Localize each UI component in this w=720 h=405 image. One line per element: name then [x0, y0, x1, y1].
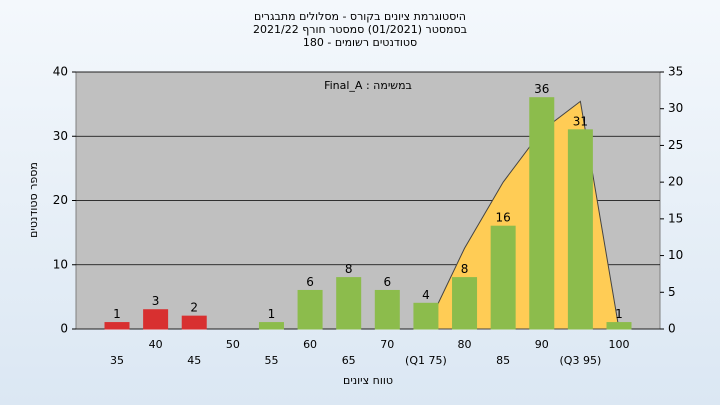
- x-tick-label: 45: [187, 354, 201, 367]
- bar: [297, 289, 323, 330]
- x-tick-label: 85: [496, 354, 510, 367]
- y-tick-label: 40: [53, 65, 68, 79]
- value-label: 31: [573, 114, 588, 128]
- y-tick-label: 30: [53, 129, 68, 143]
- annotation: Final_A : במשימה: [324, 79, 412, 92]
- y2-tick-label: 25: [668, 138, 683, 152]
- value-label: 3: [152, 294, 160, 308]
- value-label: 2: [190, 301, 198, 315]
- value-label: 8: [345, 262, 353, 276]
- y2-tick-label: 30: [668, 101, 683, 115]
- chart-title: היסטוגרמת ציונים בקורס - מסלולים מתבגרים: [254, 10, 466, 23]
- bar: [258, 322, 284, 330]
- value-label: 4: [422, 288, 430, 302]
- value-label: 1: [113, 307, 121, 321]
- value-label: 16: [496, 211, 511, 225]
- bar: [181, 315, 207, 330]
- x-tick-label: 55: [264, 354, 278, 367]
- bar: [452, 277, 478, 330]
- bar: [336, 277, 362, 330]
- x-tick-label: 90: [535, 338, 549, 351]
- x-tick-label: 40: [149, 338, 163, 351]
- x-axis-label: טווח ציונים: [343, 374, 393, 387]
- value-label: 8: [461, 262, 469, 276]
- x-tick-label: 35: [110, 354, 124, 367]
- x-tick-label: 50: [226, 338, 240, 351]
- value-label: 1: [615, 307, 623, 321]
- y2-tick-label: 10: [668, 248, 683, 262]
- bar: [413, 302, 439, 330]
- x-tick-label: (Q3 95): [560, 354, 602, 367]
- x-tick-label: 80: [458, 338, 472, 351]
- value-label: 36: [534, 82, 549, 96]
- bar: [104, 322, 130, 330]
- y2-tick-label: 35: [668, 65, 683, 79]
- bar: [490, 225, 516, 330]
- x-tick-label: 65: [342, 354, 356, 367]
- y-tick-label: 20: [53, 193, 68, 207]
- y2-tick-label: 5: [668, 285, 676, 299]
- chart-subtitle: בסמסטר (01/2021) סמסטר חורף 2021/22: [253, 23, 467, 36]
- y2-tick-label: 20: [668, 175, 683, 189]
- bar: [374, 289, 400, 330]
- x-tick-label: 70: [380, 338, 394, 351]
- y2-tick-label: 15: [668, 211, 683, 225]
- x-tick-label: 60: [303, 338, 317, 351]
- chart-subtitle: סטודנטים רשומים - 180: [303, 36, 417, 49]
- bar: [606, 322, 632, 330]
- value-label: 1: [268, 307, 276, 321]
- y-tick-label: 0: [60, 322, 68, 336]
- value-label: 6: [306, 275, 314, 289]
- x-tick-label: (Q1 75): [405, 354, 447, 367]
- bar: [529, 97, 555, 330]
- y-axis-label: מספר סטודנטים: [27, 162, 40, 238]
- bar: [143, 309, 169, 330]
- y-tick-label: 10: [53, 257, 68, 271]
- bar: [567, 129, 593, 330]
- value-label: 6: [383, 275, 391, 289]
- y2-tick-label: 0: [668, 322, 676, 336]
- x-tick-label: 100: [609, 338, 630, 351]
